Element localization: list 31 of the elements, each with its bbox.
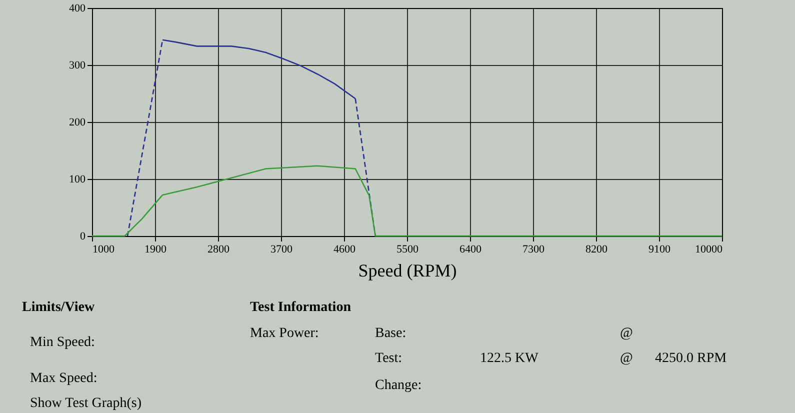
text: Max Power: — [250, 326, 319, 341]
x-tick-label: 2800 — [208, 244, 230, 256]
x-tick-label: 6400 — [460, 244, 482, 256]
x-tick-label: 1900 — [144, 244, 167, 256]
x-tick-label: 5500 — [396, 244, 419, 256]
y-tick-label: 100 — [69, 174, 86, 186]
x-tick-label: 7300 — [522, 244, 545, 256]
y-tick-label: 200 — [69, 116, 86, 128]
y-tick-label: 400 — [69, 2, 86, 14]
text: Max Speed: — [30, 371, 98, 386]
x-tick-label: 4600 — [334, 244, 356, 256]
text: Test Information — [250, 300, 352, 315]
x-tick-label: 8200 — [586, 244, 608, 256]
x-tick-label: 9100 — [648, 244, 671, 256]
text: Limits/View — [22, 300, 96, 315]
text: 122.5 KW — [480, 351, 540, 366]
text: 4250.0 RPM — [655, 351, 728, 366]
text: Change: — [375, 378, 422, 393]
text: Show Test Graph(s) — [30, 396, 142, 411]
text: Test: — [375, 351, 402, 366]
y-tick-label: 300 — [69, 60, 86, 72]
x-tick-label: 3700 — [270, 244, 293, 256]
x-tick-label: 10000 — [695, 244, 723, 256]
x-axis-title: Speed (RPM) — [358, 260, 457, 280]
y-tick-label: 0 — [80, 230, 86, 242]
line-series — [91, 165, 723, 237]
text: @ — [620, 351, 633, 366]
text: Min Speed: — [30, 335, 95, 350]
text: @ — [620, 326, 633, 341]
x-tick-label: 1000 — [92, 244, 115, 256]
text: Base: — [375, 326, 406, 341]
